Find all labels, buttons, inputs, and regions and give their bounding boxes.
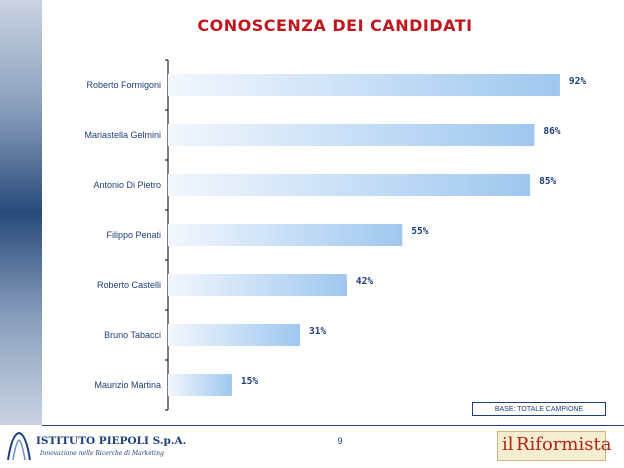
value-label: 55% [411,226,428,237]
bar [168,224,403,246]
category-label: Maurizio Martina [94,380,161,390]
bar [168,324,301,346]
base-note: BASE: TOTALE CAMPIONE [472,402,606,416]
logo-name-text: ISTITUTO PIEPOLI S.p.A. [36,435,187,447]
value-label: 92% [569,76,586,87]
footer-divider [42,425,624,426]
bar [168,74,560,96]
bar [168,274,347,296]
il-riformista-logo: il Riformista [497,431,611,461]
value-label: 15% [241,376,258,387]
logo-wordmark-text: Riformista [516,434,612,455]
chart-title: CONOSCENZA DEI CANDIDATI [197,16,473,35]
bar [168,124,535,146]
istituto-piepoli-logo: ISTITUTO PIEPOLI S.p.A. Innovazione nell… [4,430,186,466]
bar [168,374,232,396]
bar [168,174,531,196]
chart-plot-area: Roberto Formigoni 92% Mariastella Gelmini 8… [84,59,586,411]
value-label: 42% [356,276,373,287]
category-label: Antonio Di Pietro [93,180,161,190]
category-label: Bruno Tabacci [104,330,161,340]
value-label: 86% [543,126,560,137]
logo-tagline-text: Innovazione nelle Ricerche di Marketing [40,450,164,457]
logo-prefix-text: il [502,434,514,455]
category-label: Filippo Penati [106,230,161,240]
bar-chart: Roberto Formigoni 92% Mariastella Gelmini 8… [84,59,586,411]
value-label: 85% [539,176,556,187]
category-label: Mariastella Gelmini [84,130,161,140]
side-decorative-band [0,0,42,425]
page-number: 9 [337,436,343,446]
category-label: Roberto Formigoni [86,80,161,90]
value-label: 31% [309,326,326,337]
category-label: Roberto Castelli [97,280,161,290]
piepoli-emblem-icon [7,431,31,461]
